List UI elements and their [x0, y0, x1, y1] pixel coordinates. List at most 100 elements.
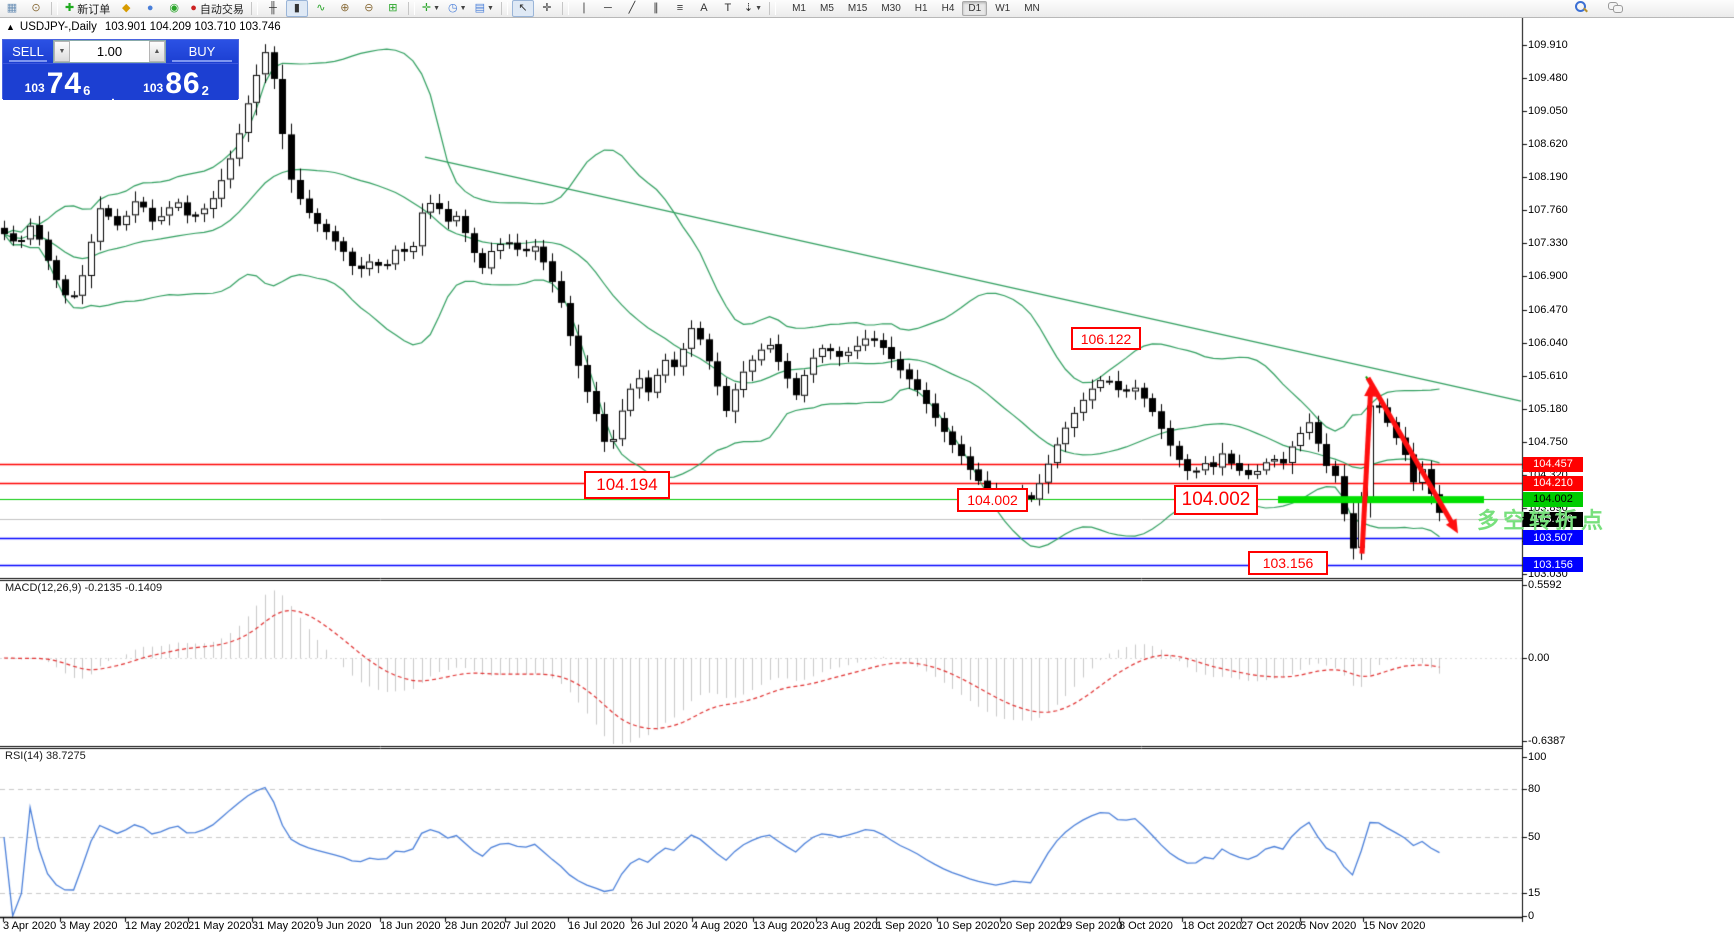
cursor-icon: ↖ [518, 2, 528, 14]
rsi-axis-label: 80 [1528, 783, 1541, 795]
ohlc-values: 103.901 104.209 103.710 103.746 [104, 21, 281, 33]
indicators-icon: ✛ [421, 2, 432, 14]
periods-icon[interactable]: ◷ ▼ [445, 0, 470, 17]
sell-price-point: 6 [83, 83, 91, 98]
timeframe-m15[interactable]: M15 [847, 3, 868, 14]
tile-windows-icon[interactable]: ⊞ [382, 0, 404, 17]
toolbar-separator [561, 2, 569, 15]
price-axis-label: 107.330 [1528, 237, 1568, 250]
date-axis-label: 4 Aug 2020 [692, 920, 748, 932]
volume-value[interactable]: 1.00 [96, 44, 123, 59]
toolbar-separator [769, 2, 777, 15]
timeframe-h4[interactable]: H4 [941, 3, 955, 14]
date-axis-label: 13 Aug 2020 [753, 920, 815, 932]
search-icon[interactable] [1575, 1, 1588, 13]
candlestick-chart-icon[interactable]: ▮ [285, 0, 308, 17]
channel-icon: ∥ [653, 2, 659, 14]
timeframe-m30[interactable]: M30 [881, 3, 901, 14]
macd-axis-label: 0.5592 [1528, 579, 1562, 592]
collapse-panel-icon[interactable]: ▲ [6, 22, 15, 32]
timeframe-h1[interactable]: H1 [914, 3, 928, 14]
date-axis-label: 27 Oct 2020 [1241, 920, 1301, 932]
one-click-trading-panel: SELL ▼ 1.00 ▲ BUY 103 74 6 103 86 2 [2, 39, 239, 100]
date-axis-label: 12 May 2020 [125, 920, 189, 932]
text-icon[interactable]: A [693, 0, 715, 17]
zoom-in-icon[interactable]: ⊕ [334, 0, 356, 17]
market-icon[interactable]: ● [139, 0, 161, 17]
autotrading-icon[interactable]: ● 自动交易 [187, 0, 247, 17]
sell-price-figure: 103 [24, 81, 45, 95]
sell-button[interactable]: SELL [3, 40, 53, 63]
signals-icon[interactable]: ◉ [163, 0, 185, 17]
date-axis-label: 3 May 2020 [60, 920, 118, 932]
timeframe-m1[interactable]: M1 [792, 3, 806, 14]
price-badge: 103.746 [1523, 511, 1583, 527]
chart-window-icon[interactable]: ▦ [1, 0, 23, 17]
price-axis-label: 109.480 [1528, 71, 1568, 84]
price-badge: 104.457 [1523, 456, 1583, 472]
fibonacci-icon[interactable]: ≡ [669, 0, 691, 17]
date-axis-label: 26 Jul 2020 [631, 920, 688, 932]
indicators-icon-dropdown[interactable]: ▼ [433, 5, 441, 12]
timeframe-w1[interactable]: W1 [995, 3, 1011, 14]
sell-price[interactable]: 103 74 6 [3, 64, 112, 100]
bar-chart-icon[interactable]: ╫ [262, 0, 284, 17]
date-axis-label: 1 Sep 2020 [876, 920, 933, 932]
price-label-box[interactable]: 106.122 [1071, 327, 1141, 350]
rsi-axis-label: 0 [1528, 910, 1535, 922]
volume-decrease-button[interactable]: ▼ [54, 41, 70, 62]
price-label-box[interactable]: 104.002 [957, 488, 1028, 512]
metaeditor-icon: ◆ [121, 2, 131, 14]
templates-icon[interactable]: ▤ ▼ [472, 0, 497, 17]
annotation-text[interactable]: 多空转折点 [1477, 508, 1608, 533]
new-order-icon[interactable]: ✚ 新订单 [62, 0, 113, 17]
chart-title: ▲ USDJPY-,Daily 103.901 104.209 103.710 10… [6, 21, 281, 33]
crosshair-icon: ✛ [542, 2, 552, 14]
price-label-box[interactable]: 104.002 [1174, 485, 1258, 515]
timeframe-m5[interactable]: M5 [819, 3, 834, 14]
price-axis-label: 106.900 [1528, 270, 1568, 283]
arrows-icon[interactable]: ⇣ ▼ [741, 0, 765, 17]
buy-price[interactable]: 103 86 2 [114, 64, 238, 100]
date-axis-label: 31 May 2020 [252, 920, 316, 932]
price-label-box[interactable]: 103.156 [1248, 551, 1328, 575]
chat-icon[interactable] [1608, 1, 1623, 13]
line-chart-icon[interactable]: ∿ [310, 0, 332, 17]
vertical-line-icon[interactable]: ∣ [573, 0, 595, 17]
channel-icon[interactable]: ∥ [645, 0, 667, 17]
zoom-out-icon[interactable]: ⊖ [358, 0, 380, 17]
timeframe-mn[interactable]: MN [1024, 3, 1040, 14]
symbol-period-label: USDJPY-,Daily [19, 21, 97, 33]
date-axis-label: 15 Nov 2020 [1363, 920, 1426, 932]
price-axis-label: 105.180 [1528, 402, 1568, 415]
date-axis-label: 18 Oct 2020 [1182, 920, 1242, 932]
metaeditor-icon[interactable]: ◆ [115, 0, 137, 17]
trendline-icon[interactable]: ╱ [621, 0, 643, 17]
periods-icon-dropdown[interactable]: ▼ [459, 5, 467, 12]
fibonacci-icon: ≡ [676, 2, 684, 14]
date-axis-label: 20 Sep 2020 [1000, 920, 1063, 932]
toolbar-separator [250, 2, 258, 15]
price-label-box[interactable]: 104.194 [584, 471, 670, 499]
print-preview-icon[interactable]: ⊙ [25, 0, 47, 17]
crosshair-icon[interactable]: ✛ [536, 0, 558, 17]
text-label-icon[interactable]: T [717, 0, 739, 17]
volume-stepper: ▼ 1.00 ▲ [53, 40, 166, 63]
date-axis-label: 21 May 2020 [188, 920, 252, 932]
indicators-icon[interactable]: ✛ ▼ [419, 0, 443, 17]
volume-increase-button[interactable]: ▲ [149, 41, 165, 62]
templates-icon-dropdown[interactable]: ▼ [486, 5, 494, 12]
timeframe-d1[interactable]: D1 [962, 1, 988, 16]
price-axis-label: 108.190 [1528, 171, 1568, 184]
buy-button[interactable]: BUY [166, 40, 238, 63]
rsi-axis-label: 15 [1528, 887, 1541, 899]
new-order-icon: ✚ [65, 2, 75, 14]
date-axis-label: 23 Aug 2020 [816, 920, 878, 932]
arrows-icon-dropdown[interactable]: ▼ [755, 5, 763, 12]
horizontal-line-icon[interactable]: ─ [597, 0, 619, 17]
arrows-icon: ⇣ [743, 2, 754, 14]
buy-price-figure: 103 [143, 81, 164, 95]
cursor-icon[interactable]: ↖ [511, 0, 534, 17]
